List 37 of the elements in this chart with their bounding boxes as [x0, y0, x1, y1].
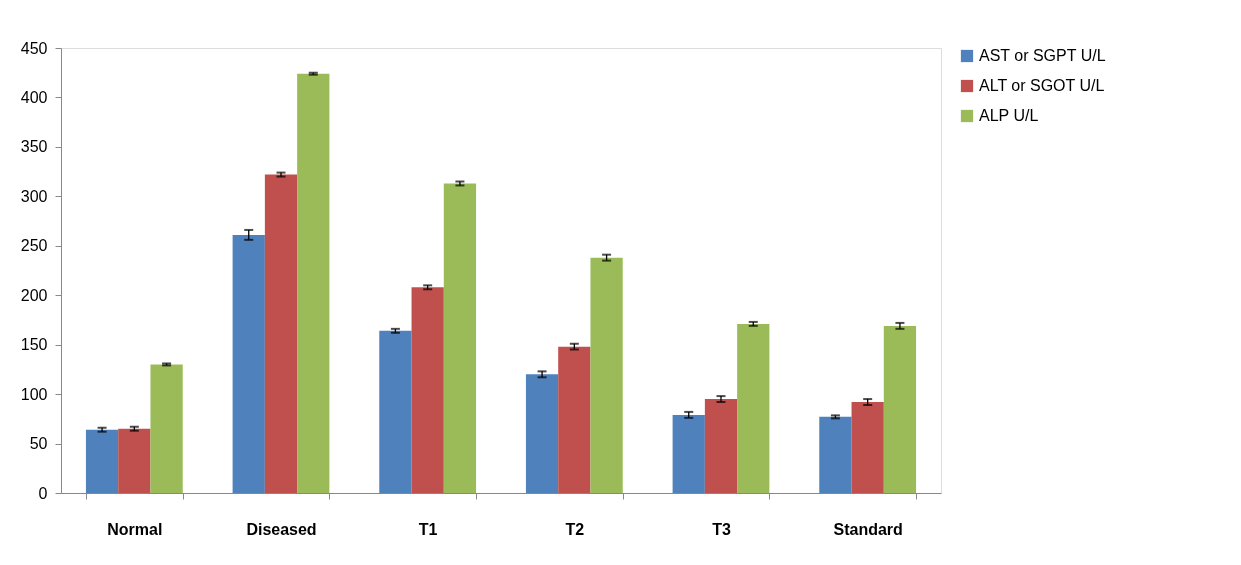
legend-label: ALP U/L — [979, 107, 1039, 124]
bar — [525, 374, 559, 493]
x-tick-label: Diseased — [246, 520, 317, 538]
bar — [558, 346, 591, 493]
bar — [297, 73, 330, 493]
x-tick-label: T1 — [418, 520, 438, 538]
legend-label: ALT or SGOT U/L — [979, 77, 1105, 94]
x-tick-label: Normal — [107, 520, 163, 538]
bar — [85, 429, 119, 493]
bar — [883, 325, 917, 493]
bar — [264, 174, 298, 493]
y-tick-label: 100 — [20, 385, 48, 403]
y-tick-label: 250 — [20, 237, 48, 255]
bar — [590, 257, 623, 493]
y-tick-label: 50 — [29, 435, 48, 453]
bar — [819, 416, 852, 493]
x-tick-label: Standard — [833, 520, 903, 538]
x-tick-label: T2 — [565, 520, 585, 538]
bar — [232, 234, 265, 493]
y-tick-label: 450 — [20, 39, 48, 57]
legend-label: AST or SGPT U/L — [979, 47, 1106, 64]
bar — [443, 183, 477, 493]
bar — [704, 399, 738, 493]
bar — [672, 414, 705, 493]
bar — [150, 364, 183, 493]
x-tick-label: T3 — [712, 520, 731, 538]
bar — [118, 428, 151, 493]
y-tick-label: 200 — [20, 286, 48, 304]
y-tick-label: 400 — [20, 88, 48, 106]
y-tick-label: 300 — [20, 187, 48, 205]
bar — [851, 402, 884, 493]
y-tick-label: 350 — [20, 138, 48, 156]
bar — [737, 323, 770, 493]
bar — [411, 287, 444, 493]
y-tick-label: 150 — [20, 336, 48, 354]
y-tick-label: 0 — [38, 484, 48, 502]
bar — [379, 330, 412, 493]
